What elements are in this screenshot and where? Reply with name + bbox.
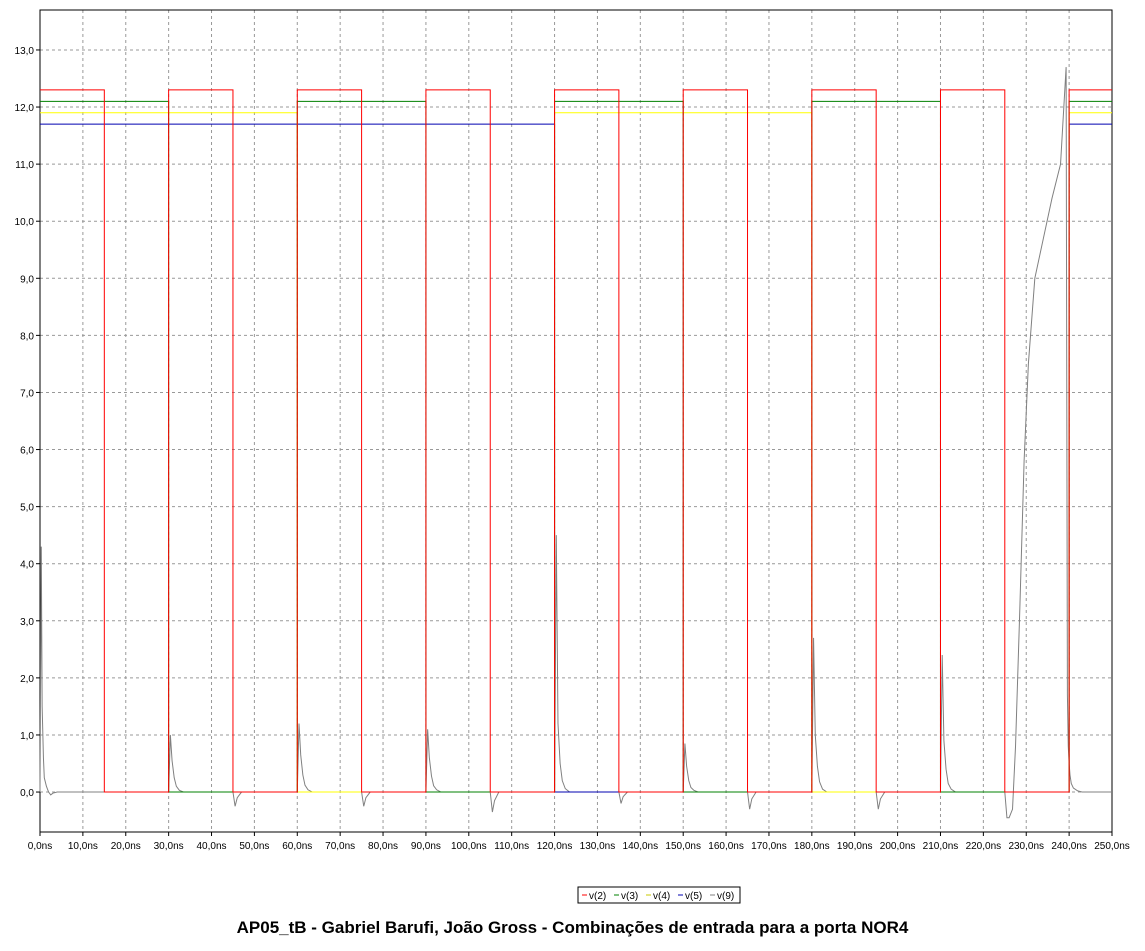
y-tick-label: 7,0 (20, 388, 34, 399)
plot-frame (39, 9, 1113, 833)
x-tick-label: 10,0ns (68, 841, 98, 852)
x-tick-label: 240,0ns (1051, 841, 1087, 852)
series-line-v9 (39, 67, 1112, 819)
x-tick-label: 20,0ns (111, 841, 141, 852)
x-tick-label: 220,0ns (966, 841, 1002, 852)
plot-area (39, 9, 1113, 833)
y-tick-label: 2,0 (20, 674, 34, 685)
x-tick-label: 90,0ns (411, 841, 441, 852)
y-tick-label: 1,0 (20, 731, 34, 742)
legend-box (577, 886, 741, 904)
x-tick-label: 180,0ns (794, 841, 830, 852)
y-tick-label: 4,0 (20, 560, 34, 571)
x-tick-label: 60,0ns (282, 841, 312, 852)
y-axis: 0,0 1,0 2,0 3,0 4,0 5,0 6,0 7,0 8,0 9,0 10,0 11,0 12… (15, 46, 40, 799)
legend-label: v(3) (621, 891, 638, 902)
x-tick-label: 50,0ns (239, 841, 269, 852)
x-tick-label: 70,0ns (325, 841, 355, 852)
legend-label: v(5) (685, 891, 702, 902)
y-tick-label: 9,0 (20, 274, 34, 285)
x-tick-label: 150,0ns (665, 841, 701, 852)
y-tick-label: 11,0 (15, 160, 34, 171)
legend: v(2) v(3) v(4) v(5) v(9) (577, 886, 741, 904)
x-tick-label: 190,0ns (837, 841, 873, 852)
x-tick-label: 130,0ns (580, 841, 616, 852)
x-tick-label: 230,0ns (1008, 841, 1044, 852)
y-tick-label: 8,0 (20, 331, 34, 342)
y-tick-label: 0,0 (20, 788, 34, 799)
x-tick-label: 80,0ns (368, 841, 398, 852)
y-tick-label: 12,0 (15, 103, 35, 114)
x-tick-label: 160,0ns (708, 841, 744, 852)
x-tick-label: 200,0ns (880, 841, 916, 852)
y-tick-label: 10,0 (15, 217, 35, 228)
x-tick-label: 250,0ns (1094, 841, 1130, 852)
x-tick-label: 100,0ns (451, 841, 487, 852)
legend-label: v(2) (589, 891, 606, 902)
y-tick-label: 13,0 (15, 46, 35, 57)
x-tick-label: 140,0ns (623, 841, 659, 852)
x-axis: 0,0ns 10,0ns 20,0ns 30,0ns 40,0ns 50,0ns 60,0n… (28, 832, 1130, 852)
x-tick-label: 0,0ns (28, 841, 52, 852)
legend-label: v(9) (717, 891, 734, 902)
y-tick-label: 3,0 (20, 617, 34, 628)
x-tick-label: 40,0ns (197, 841, 227, 852)
x-tick-label: 30,0ns (154, 841, 184, 852)
series-layer (39, 67, 1112, 819)
y-tick-label: 5,0 (20, 503, 34, 514)
y-tick-label: 6,0 (20, 446, 34, 457)
series-line-v2 (40, 89, 1112, 793)
x-tick-label: 170,0ns (751, 841, 787, 852)
x-tick-label: 120,0ns (537, 841, 573, 852)
x-tick-label: 210,0ns (923, 841, 959, 852)
x-tick-label: 110,0ns (494, 841, 529, 852)
legend-label: v(4) (653, 891, 670, 902)
chart-title: AP05_tB - Gabriel Barufi, João Gross - C… (236, 918, 909, 937)
